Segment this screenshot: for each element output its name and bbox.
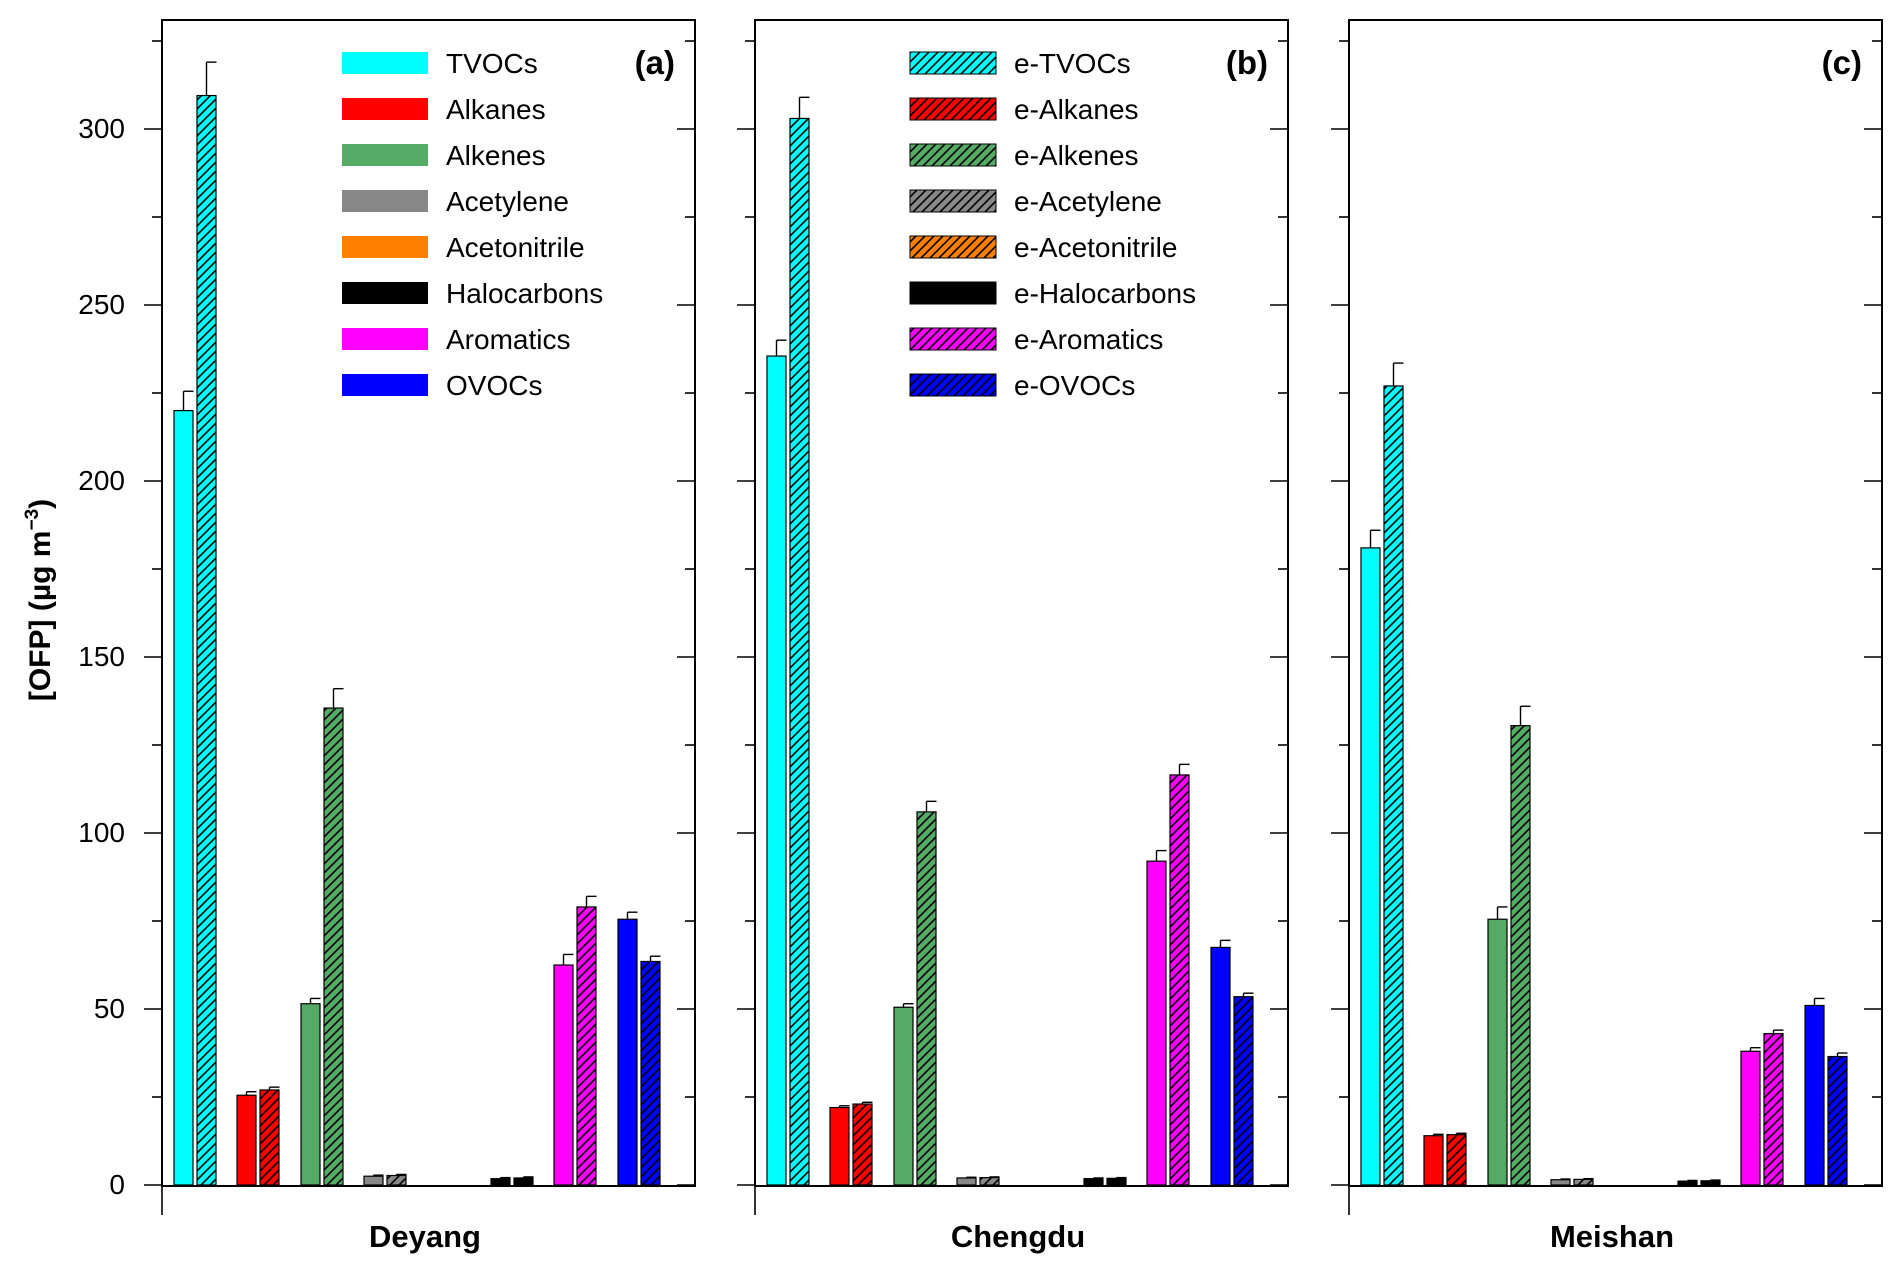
bar-acetylene-e [1573, 1178, 1594, 1186]
legend-label: Aromatics [446, 324, 570, 355]
x-axis-label: Meishan [1550, 1219, 1674, 1254]
bar-ovocs [617, 918, 638, 1186]
panel-meishan: (c) Meishan [1331, 19, 1883, 1254]
legend-swatch-alkenes [342, 144, 428, 166]
legend-label: e-Halocarbons [1014, 278, 1196, 309]
y-tick-label: 150 [78, 641, 125, 672]
y-tick-label: 0 [109, 1169, 125, 1200]
bar-tvocs [173, 410, 194, 1186]
bar-acetylene [1550, 1179, 1571, 1186]
bar-alkenes [1487, 918, 1508, 1186]
legend-label: e-Acetylene [1014, 186, 1162, 217]
bar-alkanes [1423, 1135, 1444, 1186]
legend-swatch-e-tvocs [909, 51, 997, 75]
bar-alkenes-e [323, 707, 344, 1186]
bar-acetylene-e [386, 1174, 407, 1186]
y-tick-label: 200 [78, 465, 125, 496]
bar-aromatics-e [1169, 774, 1190, 1186]
bar-alkenes-e [1510, 725, 1531, 1186]
bar-aromatics [553, 964, 574, 1186]
legend-swatch-e-acetonitrile [909, 235, 997, 259]
y-tick-label: 300 [78, 113, 125, 144]
bar-aromatics-e [1763, 1033, 1784, 1186]
bar-tvocs [1360, 547, 1381, 1186]
legend-swatch-tvocs [342, 52, 428, 74]
bar-alkanes-e [1446, 1134, 1467, 1186]
bar-alkenes-e [916, 811, 937, 1186]
panel-chengdu: (b) Chengdu e-TVOCs e-Alkanes e-Alkenes e-Ace… [737, 19, 1289, 1254]
bar-alkanes-e [852, 1103, 873, 1186]
legend-swatch-ovocs [342, 374, 428, 396]
legend-swatch-e-acetylene [909, 189, 997, 213]
y-tick-label: 50 [94, 993, 125, 1024]
bar-alkanes [236, 1094, 257, 1186]
x-axis-label: Chengdu [951, 1219, 1085, 1254]
x-axis-label: Deyang [369, 1219, 481, 1254]
legend-label: Halocarbons [446, 278, 603, 309]
legend-label: e-OVOCs [1014, 370, 1135, 401]
legend-label: Acetylene [446, 186, 569, 217]
panel-label: (a) [635, 44, 675, 81]
legend-label: Alkenes [446, 140, 546, 171]
bar-tvocs-e [1383, 385, 1404, 1186]
legend: e-TVOCs e-Alkanes e-Alkenes e-Acetylene e-Ac… [909, 48, 1196, 401]
legend-label: Acetonitrile [446, 232, 585, 263]
legend-swatch-halocarbons [342, 282, 428, 304]
bar-halocarbons-e [1106, 1177, 1127, 1186]
plot-frame [161, 19, 696, 1187]
bar-alkanes [829, 1106, 850, 1186]
bar-ovocs [1210, 946, 1231, 1186]
bar-ovocs-e [1233, 996, 1254, 1186]
legend-label: e-Acetonitrile [1014, 232, 1177, 263]
bar-aromatics-e [576, 906, 597, 1186]
bar-halocarbons [1083, 1178, 1104, 1186]
bar-aromatics [1740, 1050, 1761, 1186]
legend-label: TVOCs [446, 48, 538, 79]
bar-tvocs-e [196, 94, 217, 1186]
bar-alkenes [893, 1006, 914, 1186]
bar-alkenes [300, 1003, 321, 1186]
legend-swatch-aromatics [342, 328, 428, 350]
legend-label: e-Aromatics [1014, 324, 1163, 355]
panel-deyang: 0 50 100 150 200 250 300 (a) Deyang TVOCs Alkanes A… [78, 19, 696, 1254]
panel-label: (c) [1822, 44, 1862, 81]
y-axis-label: [OFP] (µg m−3) [22, 499, 57, 701]
legend-label: e-Alkanes [1014, 94, 1139, 125]
legend-swatch-acetonitrile [342, 236, 428, 258]
bar-ovocs-e [640, 960, 661, 1186]
bar-tvocs-e [789, 117, 810, 1186]
legend-swatch-e-alkanes [909, 97, 997, 121]
bar-ovocs [1804, 1004, 1825, 1186]
legend: TVOCs Alkanes Alkenes Acetylene Acetonitrile… [342, 48, 603, 401]
plot-frame [1348, 19, 1883, 1187]
bar-acetylene-e [979, 1177, 1000, 1186]
bar-halocarbons-e [1700, 1180, 1721, 1186]
y-tick-label: 250 [78, 289, 125, 320]
bar-acetylene [956, 1177, 977, 1186]
legend-label: OVOCs [446, 370, 542, 401]
y-tick-label: 100 [78, 817, 125, 848]
panel-label: (b) [1226, 44, 1268, 81]
legend-swatch-e-ovocs [909, 373, 997, 397]
plot-frame [754, 19, 1289, 1187]
bar-tvocs [766, 355, 787, 1186]
legend-label: e-TVOCs [1014, 48, 1131, 79]
bar-halocarbons-e [513, 1177, 534, 1186]
legend-swatch-e-alkenes [909, 143, 997, 167]
bar-acetylene [363, 1175, 384, 1186]
legend-swatch-alkanes [342, 98, 428, 120]
bar-halocarbons [490, 1178, 511, 1186]
legend-label: Alkanes [446, 94, 546, 125]
legend-swatch-e-aromatics [909, 327, 997, 351]
bar-ovocs-e [1827, 1055, 1848, 1186]
legend-label: e-Alkenes [1014, 140, 1139, 171]
legend-swatch-acetylene [342, 190, 428, 212]
bar-alkanes-e [259, 1089, 280, 1186]
legend-swatch-e-halocarbons [909, 281, 997, 305]
bar-aromatics [1146, 860, 1167, 1186]
bar-halocarbons [1677, 1180, 1698, 1186]
